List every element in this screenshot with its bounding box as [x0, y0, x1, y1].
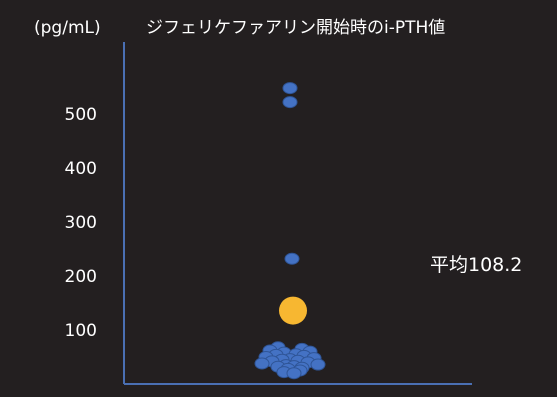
data-point [282, 82, 298, 95]
data-point [310, 358, 326, 371]
y-tick-label: 400 [65, 159, 97, 179]
y-axis-ticks: 100 200 300 400 500 [65, 105, 97, 341]
y-tick-label: 500 [65, 105, 97, 125]
data-point [254, 357, 270, 370]
data-point [286, 367, 302, 380]
y-tick-label: 300 [65, 213, 97, 233]
data-point [282, 96, 298, 109]
mean-point [279, 296, 307, 325]
data-points [254, 82, 326, 380]
data-point [284, 252, 300, 265]
y-tick-label: 100 [65, 321, 97, 341]
y-tick-label: 200 [65, 267, 97, 287]
average-annotation: 平均108.2 [430, 254, 522, 276]
y-axis-unit-label: (pg/mL) [34, 18, 101, 38]
chart-title: ジフェリケファアリン開始時のi-PTH値 [146, 18, 445, 38]
